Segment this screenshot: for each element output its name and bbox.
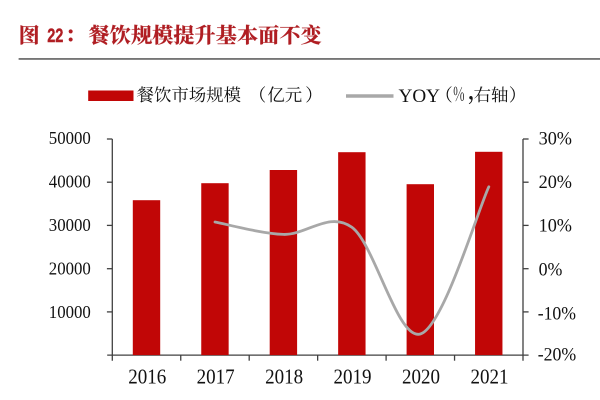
svg-text:40000: 40000 bbox=[49, 171, 91, 191]
svg-text:30000: 30000 bbox=[49, 215, 91, 235]
svg-text:2018: 2018 bbox=[265, 365, 303, 389]
svg-text:2020: 2020 bbox=[402, 365, 440, 389]
svg-text:50000: 50000 bbox=[49, 128, 91, 148]
svg-text:20%: 20% bbox=[539, 172, 572, 193]
svg-text:0%: 0% bbox=[539, 259, 563, 280]
svg-text:-20%: -20% bbox=[538, 345, 577, 366]
svg-text:-10%: -10% bbox=[538, 304, 576, 325]
svg-text:2016: 2016 bbox=[128, 365, 166, 389]
svg-text:2019: 2019 bbox=[334, 365, 372, 389]
svg-text:2017: 2017 bbox=[197, 365, 235, 389]
svg-text:22: 22 bbox=[47, 25, 63, 47]
svg-text:10%: 10% bbox=[539, 216, 572, 237]
svg-text:30%: 30% bbox=[539, 128, 572, 149]
svg-text:20000: 20000 bbox=[49, 259, 91, 279]
svg-text:10000: 10000 bbox=[49, 302, 91, 322]
svg-text:2021: 2021 bbox=[470, 365, 508, 389]
svg-text:YOY: YOY bbox=[399, 86, 441, 107]
